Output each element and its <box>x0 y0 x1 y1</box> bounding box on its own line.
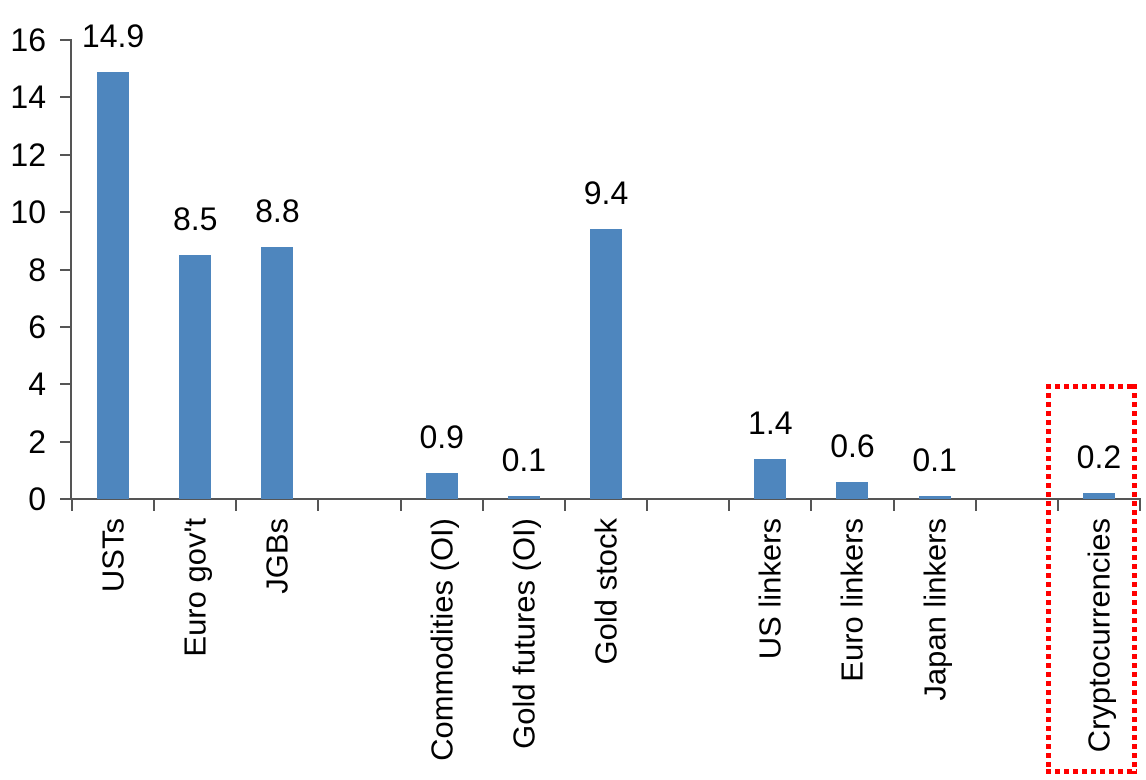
y-tick <box>60 153 70 156</box>
category-label: Gold stock <box>588 518 624 665</box>
bar <box>918 496 951 499</box>
category-label: Gold futures (OI) <box>506 518 542 749</box>
bar-value-label: 0.1 <box>501 442 547 479</box>
bar-value-label: 8.5 <box>172 201 218 238</box>
bar <box>179 255 212 499</box>
y-tick-label: 10 <box>10 194 46 231</box>
y-tick <box>60 96 70 99</box>
y-tick <box>60 39 70 41</box>
highlight-box-top-edge <box>1046 384 1137 389</box>
bar <box>836 481 869 499</box>
y-tick <box>60 498 70 500</box>
y-tick <box>60 325 70 328</box>
y-tick-label: 0 <box>28 481 46 517</box>
highlight-box-bottom-edge <box>1046 769 1137 774</box>
y-tick <box>60 440 70 443</box>
y-tick-label: 12 <box>10 136 46 173</box>
bar <box>261 246 294 499</box>
bar-value-label: 0.1 <box>912 442 957 479</box>
category-label: JGBs <box>259 518 295 594</box>
bar <box>754 458 787 499</box>
x-tick <box>235 500 238 511</box>
y-tick-label: 6 <box>28 308 46 345</box>
category-label: Euro linkers <box>834 518 870 682</box>
x-tick <box>481 500 484 511</box>
category-label: Commodities (OI) <box>424 518 460 761</box>
y-tick <box>60 383 70 386</box>
bar-value-label: 1.4 <box>748 404 793 441</box>
bar-value-label: 9.4 <box>583 175 629 212</box>
y-tick-label: 4 <box>28 366 46 403</box>
category-label: Cryptocurrencies <box>1081 518 1117 753</box>
bar-value-label: 0.2 <box>1076 439 1122 476</box>
bar <box>590 229 622 499</box>
bar <box>425 473 458 499</box>
x-tick <box>728 500 731 511</box>
x-tick <box>810 500 813 511</box>
x-tick <box>1139 500 1141 511</box>
bar <box>507 496 540 499</box>
x-tick <box>399 500 402 511</box>
y-tick-label: 8 <box>28 251 46 288</box>
x-tick <box>974 500 977 511</box>
bar-value-label: 0.6 <box>830 427 875 464</box>
x-axis-line <box>70 498 1141 500</box>
y-tick <box>60 268 70 271</box>
category-label: Japan linkers <box>917 518 953 701</box>
x-tick <box>71 500 73 511</box>
y-tick-label: 14 <box>10 79 46 116</box>
y-tick-label: 2 <box>28 423 46 460</box>
bar-value-label: 8.8 <box>255 192 300 229</box>
category-label: Euro gov't <box>177 518 213 657</box>
y-axis-line <box>70 39 72 500</box>
bar <box>1082 493 1115 499</box>
x-tick <box>646 500 649 511</box>
x-tick <box>317 500 320 511</box>
bar <box>97 71 130 499</box>
y-tick <box>60 211 70 214</box>
bar-value-label: 0.9 <box>419 419 464 456</box>
bar-value-label: 14.9 <box>81 17 145 54</box>
x-tick <box>892 500 895 511</box>
x-tick <box>153 500 156 511</box>
y-tick-label: 16 <box>10 22 46 58</box>
highlight-box-left-edge <box>1046 384 1051 774</box>
category-label: USTs <box>95 518 131 593</box>
category-label: US linkers <box>752 518 788 660</box>
x-tick <box>1056 500 1059 511</box>
highlight-box-right-edge <box>1132 384 1137 774</box>
x-tick <box>563 500 566 511</box>
